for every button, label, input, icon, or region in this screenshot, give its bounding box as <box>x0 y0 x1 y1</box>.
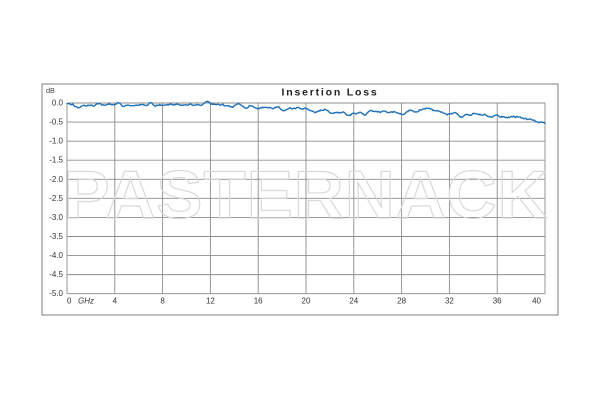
svg-text:0: 0 <box>67 297 72 306</box>
svg-text:24: 24 <box>349 297 358 306</box>
svg-text:-2.0: -2.0 <box>49 175 63 184</box>
svg-text:Insertion Loss: Insertion Loss <box>282 87 379 99</box>
svg-text:28: 28 <box>397 297 406 306</box>
svg-text:-1.0: -1.0 <box>49 137 63 146</box>
svg-text:-3.5: -3.5 <box>49 232 63 241</box>
svg-text:-2.5: -2.5 <box>49 194 63 203</box>
svg-text:-1.5: -1.5 <box>49 156 63 165</box>
svg-text:-5.0: -5.0 <box>49 289 63 298</box>
svg-text:20: 20 <box>302 297 311 306</box>
svg-text:0.0: 0.0 <box>52 99 64 108</box>
svg-text:GHz: GHz <box>78 297 94 306</box>
svg-text:4: 4 <box>113 297 118 306</box>
svg-text:12: 12 <box>206 297 215 306</box>
svg-text:16: 16 <box>254 297 263 306</box>
svg-text:-4.5: -4.5 <box>49 270 63 279</box>
svg-text:36: 36 <box>493 297 502 306</box>
svg-text:32: 32 <box>445 297 454 306</box>
svg-text:-0.5: -0.5 <box>49 118 63 127</box>
svg-text:8: 8 <box>160 297 165 306</box>
svg-text:-3.0: -3.0 <box>49 213 63 222</box>
svg-text:dB: dB <box>46 86 55 95</box>
svg-text:PASTERNACK: PASTERNACK <box>64 157 549 233</box>
svg-text:40: 40 <box>532 297 541 306</box>
svg-text:-4.0: -4.0 <box>49 251 63 260</box>
